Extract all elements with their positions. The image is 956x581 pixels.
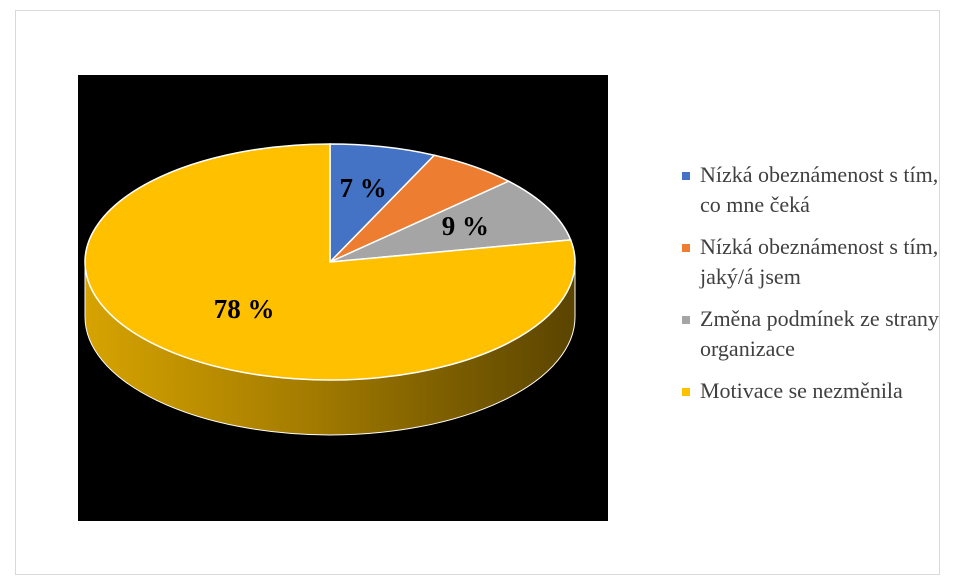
data-label: 9 %	[442, 211, 489, 241]
legend-item: Nízká obeznámenost s tím, co mne čeká	[682, 160, 945, 220]
legend: Nízká obeznámenost s tím, co mne čeká Níz…	[682, 160, 947, 418]
legend-item: Nízká obeznámenost s tím, jaký/á jsem	[682, 232, 945, 292]
data-label: 7 %	[340, 173, 387, 203]
data-label: 78 %	[214, 294, 275, 324]
legend-swatch	[682, 244, 690, 252]
legend-label: Změna podmínek ze strany organizace	[700, 306, 939, 361]
legend-swatch	[682, 172, 690, 180]
legend-item: Změna podmínek ze strany organizace	[682, 304, 945, 364]
slice	[329, 143, 436, 264]
slice	[329, 180, 572, 263]
legend-label: Motivace se nezměnila	[700, 378, 903, 403]
legend-label: Nízká obeznámenost s tím, jaký/á jsem	[700, 234, 939, 289]
chart-frame	[15, 10, 940, 575]
legend-swatch	[682, 388, 690, 396]
legend-swatch	[682, 316, 690, 324]
legend-item: Motivace se nezměnila	[682, 376, 945, 406]
slice	[84, 143, 576, 381]
legend-label: Nízká obeznámenost s tím, co mne čeká	[700, 162, 939, 217]
